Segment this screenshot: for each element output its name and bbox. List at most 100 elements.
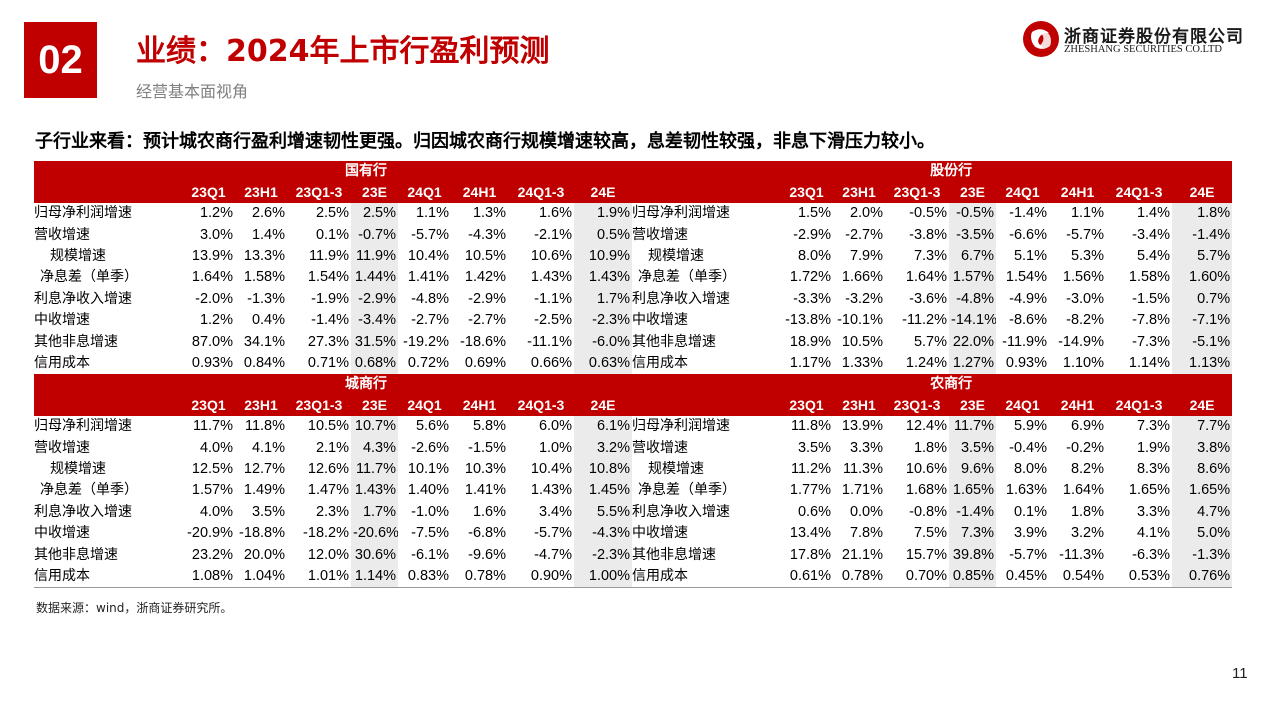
metric-value: -6.8% xyxy=(468,525,506,542)
column-header: 24H1 xyxy=(1049,182,1107,203)
metric-label: 净息差（单季） xyxy=(638,482,737,499)
metric-value: 1.7% xyxy=(351,501,398,524)
metric-value: 1.8% xyxy=(1172,203,1233,225)
metric-value: 7.3% xyxy=(949,523,997,545)
metric-value: -7.8% xyxy=(1132,312,1171,329)
column-header-row: 23Q1 23H1 23Q1-3 23E 24Q1 24H1 24Q1-3 24E 23Q1 23… xyxy=(34,395,1233,417)
metric-value: -4.9% xyxy=(1009,290,1048,307)
metric-value: 0.54% xyxy=(1062,568,1105,585)
table-bottom-rule xyxy=(34,587,1232,588)
column-header: 24Q1-3 xyxy=(508,182,574,203)
metric-value: 1.57% xyxy=(191,482,233,499)
table-row: 营收增速 3.0% 1.4% 0.1% -0.7% -5.7% -4.3% -2.1% 0.5%… xyxy=(34,224,1233,246)
metric-value: -0.8% xyxy=(909,503,948,520)
metric-label: 营收增速 xyxy=(632,439,689,456)
metric-value: -11.9% xyxy=(1002,333,1048,350)
metric-value: 9.6% xyxy=(949,458,997,481)
metric-value: -6.6% xyxy=(1009,226,1048,243)
metric-value: -2.7% xyxy=(468,312,506,329)
metric-value: -11.3% xyxy=(1059,546,1105,563)
metric-value: -6.0% xyxy=(574,331,633,353)
metric-value: -2.3% xyxy=(574,544,633,566)
metric-value: 23.2% xyxy=(191,546,233,563)
metric-value: 1.77% xyxy=(789,482,832,499)
metric-value: 10.9% xyxy=(574,245,633,268)
metric-value: 1.43% xyxy=(530,269,572,286)
metric-value: 11.8% xyxy=(244,418,285,435)
metric-value: 0.61% xyxy=(789,568,832,585)
metric-value: -20.9% xyxy=(187,525,233,542)
metric-value: 11.8% xyxy=(790,418,832,435)
metric-value: 0.1% xyxy=(315,226,349,243)
metric-label: 规模增速 xyxy=(648,247,705,264)
metric-value: -1.4% xyxy=(949,501,997,524)
column-header: 24Q1-3 xyxy=(508,395,574,417)
metric-value: 18.9% xyxy=(789,333,832,350)
column-header: 23Q1 xyxy=(182,395,235,417)
metric-value: 1.63% xyxy=(1005,482,1048,499)
metric-value: 3.4% xyxy=(538,503,572,520)
metric-value: 1.72% xyxy=(789,269,832,286)
metric-value: 2.0% xyxy=(849,205,884,222)
column-header: 24Q1 xyxy=(996,395,1050,417)
metric-value: -3.3% xyxy=(793,290,832,307)
metric-value: 1.1% xyxy=(1070,205,1105,222)
metric-value: 2.6% xyxy=(251,205,285,222)
metric-value: -6.1% xyxy=(411,546,449,563)
metric-label: 其他非息增速 xyxy=(632,333,717,350)
metric-label: 归母净利润增速 xyxy=(34,418,132,435)
metric-value: -2.7% xyxy=(845,226,884,243)
metric-value: 21.1% xyxy=(841,546,884,563)
metric-value: 1.2% xyxy=(199,312,233,329)
metric-value: -13.8% xyxy=(785,312,832,329)
metric-value: 1.43% xyxy=(530,482,572,499)
metric-value: 31.5% xyxy=(351,331,398,353)
metric-value: 8.6% xyxy=(1172,458,1233,481)
metric-value: 10.4% xyxy=(407,247,449,264)
metric-label: 归母净利润增速 xyxy=(632,205,731,222)
metric-value: 7.3% xyxy=(1136,418,1171,435)
metric-label: 其他非息增速 xyxy=(34,546,118,563)
metric-value: 3.2% xyxy=(574,437,633,459)
column-header: 23E xyxy=(351,182,398,203)
metric-value: 11.9% xyxy=(308,247,349,264)
metric-label: 利息净收入增速 xyxy=(34,290,132,307)
metric-value: 1.43% xyxy=(574,267,633,289)
table-row: 营收增速 4.0% 4.1% 2.1% 4.3% -2.6% -1.5% 1.0% 3.2% 营收… xyxy=(34,437,1233,459)
metric-value: 10.4% xyxy=(530,461,572,478)
metric-value: 0.0% xyxy=(849,503,884,520)
metric-value: 0.93% xyxy=(191,354,233,371)
metric-value: 8.0% xyxy=(1013,461,1048,478)
column-header: 23H1 xyxy=(833,395,886,417)
metric-value: -0.4% xyxy=(1009,439,1048,456)
metric-value: 3.2% xyxy=(1070,525,1105,542)
metric-value: 1.44% xyxy=(351,267,398,289)
bank-group-name: 股份行 xyxy=(632,161,1233,182)
metric-value: 1.0% xyxy=(538,439,572,456)
metric-value: 12.0% xyxy=(307,546,349,563)
metric-value: 1.14% xyxy=(1128,354,1171,371)
metric-value: 0.76% xyxy=(1172,565,1233,588)
metric-value: 0.68% xyxy=(351,352,398,375)
metric-value: 1.2% xyxy=(199,205,233,222)
metric-value: 5.8% xyxy=(472,418,506,435)
table-row: 归母净利润增速 1.2% 2.6% 2.5% 2.5% 1.1% 1.3% 1.6% 1.9% 归… xyxy=(34,203,1233,225)
metric-value: 0.66% xyxy=(530,354,572,371)
metric-value: -0.5% xyxy=(909,205,948,222)
metric-label: 利息净收入增速 xyxy=(632,503,731,520)
column-header: 24H1 xyxy=(1049,395,1107,417)
metric-value: 13.9% xyxy=(841,418,884,435)
metric-value: 10.6% xyxy=(905,461,948,478)
table-row: 利息净收入增速 -2.0% -1.3% -1.9% -2.9% -4.8% -2.9% -1.… xyxy=(34,288,1233,310)
metric-value: 8.3% xyxy=(1136,461,1171,478)
metric-value: 1.64% xyxy=(905,269,948,286)
column-header: 24E xyxy=(574,395,633,417)
column-header: 23E xyxy=(351,395,398,417)
metric-value: -8.2% xyxy=(1066,312,1105,329)
table-row: 净息差（单季） 1.57% 1.49% 1.47% 1.43% 1.40% 1.41% 1.4… xyxy=(34,480,1233,502)
metric-value: 0.6% xyxy=(797,503,832,520)
metric-label: 营收增速 xyxy=(632,226,689,243)
metric-value: 0.78% xyxy=(841,568,884,585)
metric-value: 0.70% xyxy=(905,568,948,585)
metric-value: 5.4% xyxy=(1136,247,1171,264)
